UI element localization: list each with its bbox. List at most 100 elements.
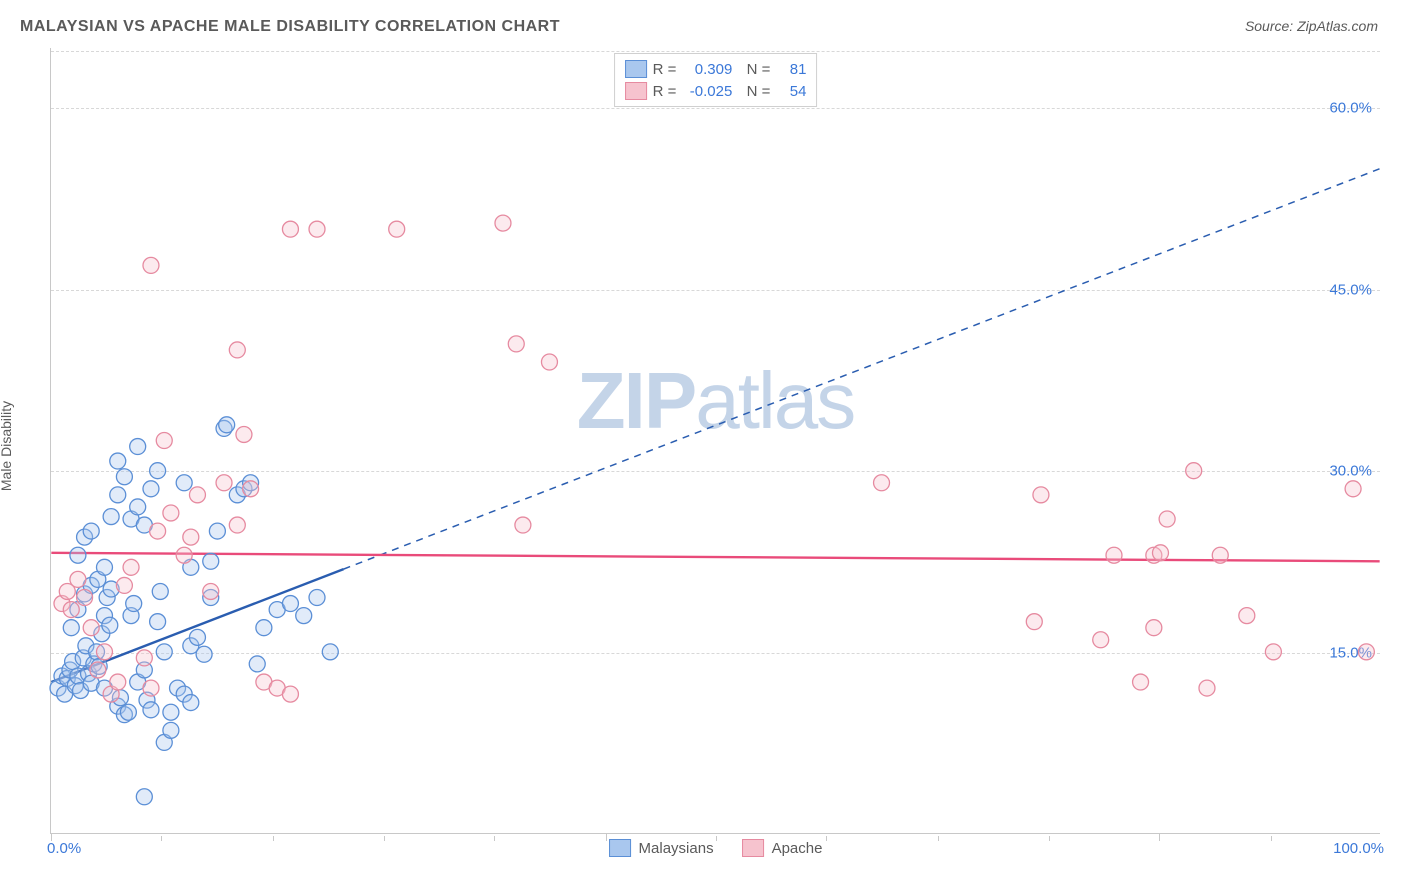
data-point-malaysians (183, 695, 199, 711)
data-point-malaysians (150, 614, 166, 630)
plot-area: ZIPatlas 15.0%30.0%45.0%60.0% 0.0% 100.0… (50, 48, 1380, 834)
data-point-apache (156, 433, 172, 449)
data-point-malaysians (150, 463, 166, 479)
x-tick-minor (494, 836, 495, 841)
data-point-malaysians (309, 590, 325, 606)
chart-title: MALAYSIAN VS APACHE MALE DISABILITY CORR… (20, 18, 560, 36)
legend-item: Apache (742, 839, 823, 857)
data-point-apache (1212, 547, 1228, 563)
data-point-apache (541, 354, 557, 370)
series-legend: Malaysians Apache (609, 839, 823, 857)
data-point-apache (77, 590, 93, 606)
legend-swatch (609, 839, 631, 857)
x-tick-minor (826, 836, 827, 841)
legend-row: R = 0.309 N = 81 (625, 58, 807, 80)
source-attribution: Source: ZipAtlas.com (1245, 18, 1378, 34)
data-point-apache (515, 517, 531, 533)
data-point-apache (1133, 674, 1149, 690)
data-point-malaysians (126, 596, 142, 612)
data-point-apache (70, 571, 86, 587)
data-point-apache (1159, 511, 1175, 527)
x-tick-minor (1271, 836, 1272, 841)
data-point-malaysians (63, 620, 79, 636)
x-tick-minor (161, 836, 162, 841)
x-tick-minor (384, 836, 385, 841)
data-point-apache (389, 221, 405, 237)
data-point-apache (1106, 547, 1122, 563)
data-point-malaysians (136, 789, 152, 805)
data-point-malaysians (189, 629, 205, 645)
data-point-apache (1345, 481, 1361, 497)
data-point-apache (508, 336, 524, 352)
data-point-apache (176, 547, 192, 563)
legend-label: Apache (772, 840, 823, 857)
x-axis-max-label: 100.0% (1333, 840, 1384, 857)
data-point-apache (90, 662, 106, 678)
data-point-apache (1199, 680, 1215, 696)
data-point-apache (110, 674, 126, 690)
data-point-malaysians (196, 646, 212, 662)
n-value: 54 (776, 83, 806, 100)
data-point-malaysians (209, 523, 225, 539)
data-point-apache (183, 529, 199, 545)
data-point-apache (203, 583, 219, 599)
n-label: N = (738, 61, 770, 78)
data-point-malaysians (110, 487, 126, 503)
x-tick-minor (1049, 836, 1050, 841)
scatter-svg (51, 48, 1380, 833)
data-point-malaysians (130, 439, 146, 455)
data-point-apache (136, 650, 152, 666)
data-point-apache (236, 426, 252, 442)
data-point-apache (309, 221, 325, 237)
x-axis-min-label: 0.0% (47, 840, 81, 857)
data-point-apache (1186, 463, 1202, 479)
data-point-malaysians (256, 620, 272, 636)
data-point-malaysians (110, 453, 126, 469)
data-point-malaysians (83, 523, 99, 539)
data-point-apache (243, 481, 259, 497)
data-point-apache (495, 215, 511, 231)
data-point-apache (1093, 632, 1109, 648)
legend-swatch (742, 839, 764, 857)
legend-swatch (625, 82, 647, 100)
data-point-malaysians (163, 722, 179, 738)
legend-item: Malaysians (609, 839, 714, 857)
x-tick-minor (938, 836, 939, 841)
correlation-legend: R = 0.309 N = 81 R = -0.025 N = 54 (614, 53, 818, 107)
data-point-apache (1026, 614, 1042, 630)
data-point-malaysians (103, 509, 119, 525)
data-point-malaysians (120, 704, 136, 720)
data-point-apache (189, 487, 205, 503)
legend-swatch (625, 60, 647, 78)
data-point-apache (229, 342, 245, 358)
data-point-malaysians (116, 469, 132, 485)
n-value: 81 (776, 61, 806, 78)
x-tick-minor (273, 836, 274, 841)
data-point-apache (282, 686, 298, 702)
x-tick-major (606, 833, 607, 841)
data-point-malaysians (219, 417, 235, 433)
data-point-apache (282, 221, 298, 237)
data-point-apache (163, 505, 179, 521)
legend-label: Malaysians (639, 840, 714, 857)
data-point-malaysians (143, 702, 159, 718)
data-point-apache (1239, 608, 1255, 624)
data-point-malaysians (156, 644, 172, 660)
r-value: 0.309 (682, 61, 732, 78)
data-point-malaysians (102, 617, 118, 633)
legend-row: R = -0.025 N = 54 (625, 80, 807, 102)
data-point-malaysians (130, 499, 146, 515)
data-point-apache (116, 577, 132, 593)
data-point-apache (63, 602, 79, 618)
data-point-apache (1033, 487, 1049, 503)
data-point-apache (1146, 620, 1162, 636)
data-point-malaysians (143, 481, 159, 497)
data-point-malaysians (70, 547, 86, 563)
data-point-malaysians (282, 596, 298, 612)
data-point-apache (1152, 545, 1168, 561)
data-point-apache (143, 680, 159, 696)
x-tick-major (1159, 833, 1160, 841)
data-point-apache (123, 559, 139, 575)
y-axis-label: Male Disability (0, 401, 14, 491)
data-point-apache (229, 517, 245, 533)
